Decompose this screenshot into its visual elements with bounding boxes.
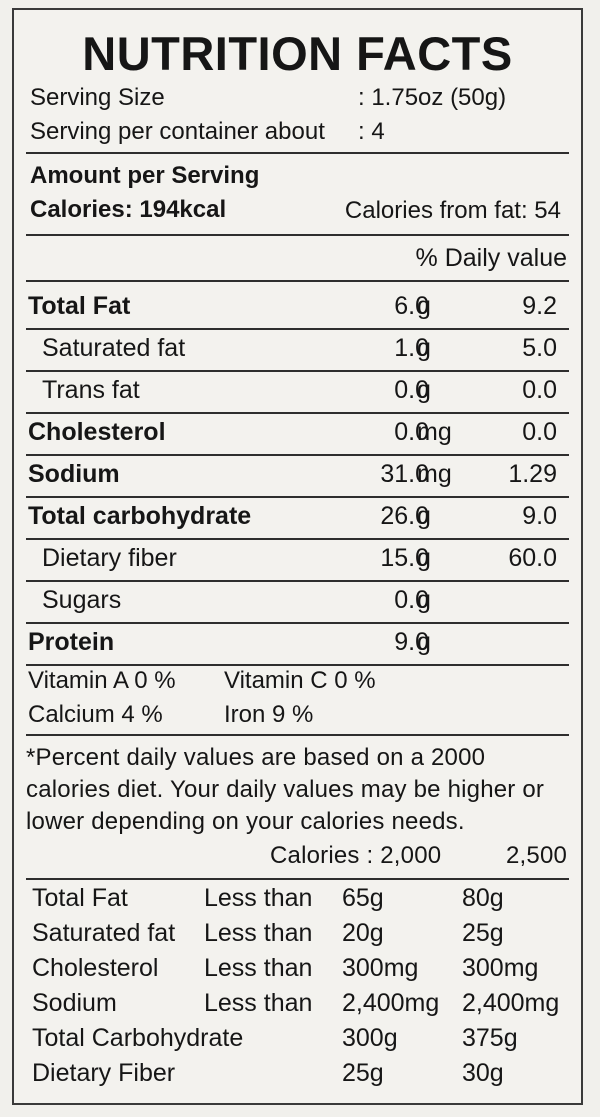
- divider: [26, 622, 569, 624]
- nutrient-unit: g: [417, 628, 431, 656]
- serving-size-label: Serving Size: [30, 84, 165, 111]
- reference-2000: 2,400mg: [342, 989, 440, 1017]
- divider: [26, 878, 569, 880]
- reference-nutrient: Total Fat: [32, 884, 128, 912]
- nutrient-name: Dietary fiber: [42, 544, 177, 572]
- nutrient-amount: 0.0: [394, 586, 429, 614]
- footnote-line-2: calories diet. Your daily values may be …: [26, 776, 545, 803]
- reference-nutrient: Cholesterol: [32, 954, 159, 982]
- divider: [26, 280, 569, 282]
- nutrient-name: Sodium: [28, 460, 120, 488]
- reference-2000: 20g: [342, 919, 384, 947]
- divider: [26, 454, 569, 456]
- nutrient-name: Cholesterol: [28, 418, 166, 446]
- nutrient-name: Protein: [28, 628, 115, 656]
- nutrient-amount: 31.0: [380, 460, 429, 488]
- footnote-calories-2000: Calories : 2,000: [270, 842, 442, 869]
- calcium: Calcium 4 %: [28, 701, 163, 728]
- nutrient-daily-value: 5.0: [522, 334, 557, 362]
- nutrient-name: Sugars: [42, 586, 122, 614]
- nutrient-unit: g: [417, 334, 431, 362]
- divider: [26, 538, 569, 540]
- calories-total: Calories: 194kcal: [30, 196, 227, 223]
- footnote-calories-2500: 2,500: [506, 842, 568, 869]
- nutrient-unit: g: [417, 586, 431, 614]
- footnote-line-1: *Percent daily values are based on a 200…: [26, 744, 486, 771]
- nutrient-name: Total Fat: [28, 292, 131, 320]
- reference-nutrient: Saturated fat: [32, 919, 176, 947]
- reference-nutrient: Dietary Fiber: [32, 1059, 176, 1087]
- nutrient-daily-value: 9.0: [522, 502, 557, 530]
- nutrient-name: Trans fat: [42, 376, 140, 404]
- divider: [26, 580, 569, 582]
- reference-2500: 2,400mg: [462, 989, 560, 1017]
- reference-nutrient: Sodium: [32, 989, 117, 1017]
- nutrient-daily-value: 60.0: [508, 544, 557, 572]
- nutrient-unit: g: [417, 292, 431, 320]
- nutrient-amount: 0.0: [394, 418, 429, 446]
- divider: [26, 370, 569, 372]
- reference-2500: 25g: [462, 919, 504, 947]
- reference-qualifier: Less than: [204, 919, 313, 947]
- daily-value-header: % Daily value: [415, 244, 567, 272]
- reference-2000: 300g: [342, 1024, 398, 1052]
- reference-qualifier: Less than: [204, 989, 313, 1017]
- divider: [26, 152, 569, 154]
- vitamin-c: Vitamin C 0 %: [224, 667, 376, 694]
- nutrient-daily-value: 1.29: [508, 460, 557, 488]
- reference-qualifier: Less than: [204, 884, 313, 912]
- calories-from-fat: Calories from fat: 54: [344, 197, 561, 224]
- reference-2000: 300mg: [342, 954, 419, 982]
- amount-per-serving: Amount per Serving: [30, 162, 260, 189]
- divider: [26, 734, 569, 736]
- label-title: NUTRITION FACTS: [82, 27, 513, 80]
- reference-2500: 300mg: [462, 954, 539, 982]
- servings-per-container-label: Serving per container about: [30, 118, 325, 145]
- nutrition-label: NUTRITION FACTS Serving Size : 1.75oz (5…: [12, 8, 583, 1105]
- nutrient-name: Saturated fat: [42, 334, 186, 362]
- nutrient-daily-value: 9.2: [522, 292, 557, 320]
- nutrient-daily-value: 0.0: [522, 418, 557, 446]
- footnote-line-3: lower depending on your calories needs.: [26, 808, 465, 835]
- nutrient-name: Total carbohydrate: [28, 502, 252, 530]
- divider: [26, 328, 569, 330]
- divider: [26, 234, 569, 236]
- nutrient-amount: 26.0: [380, 502, 429, 530]
- reference-qualifier: Less than: [204, 954, 313, 982]
- nutrient-amount: 6.0: [394, 292, 429, 320]
- servings-per-container-value: : 4: [358, 118, 385, 145]
- nutrient-unit: mg: [417, 460, 452, 488]
- reference-nutrient: Total Carbohydrate: [32, 1024, 244, 1052]
- divider: [26, 664, 569, 666]
- reference-2000: 25g: [342, 1059, 384, 1087]
- reference-2500: 30g: [462, 1059, 504, 1087]
- vitamin-a: Vitamin A 0 %: [28, 667, 176, 694]
- nutrient-unit: g: [417, 502, 431, 530]
- divider: [26, 496, 569, 498]
- reference-2500: 375g: [462, 1024, 518, 1052]
- reference-2000: 65g: [342, 884, 384, 912]
- nutrient-amount: 1.0: [394, 334, 429, 362]
- nutrient-unit: mg: [417, 418, 452, 446]
- divider: [26, 412, 569, 414]
- reference-2500: 80g: [462, 884, 504, 912]
- nutrient-unit: g: [417, 376, 431, 404]
- nutrient-unit: g: [417, 544, 431, 572]
- iron: Iron 9 %: [224, 701, 314, 728]
- nutrient-amount: 0.0: [394, 376, 429, 404]
- serving-size-value: : 1.75oz (50g): [358, 84, 507, 111]
- nutrient-amount: 9.0: [394, 628, 429, 656]
- nutrient-daily-value: 0.0: [522, 376, 557, 404]
- nutrient-amount: 15.0: [380, 544, 429, 572]
